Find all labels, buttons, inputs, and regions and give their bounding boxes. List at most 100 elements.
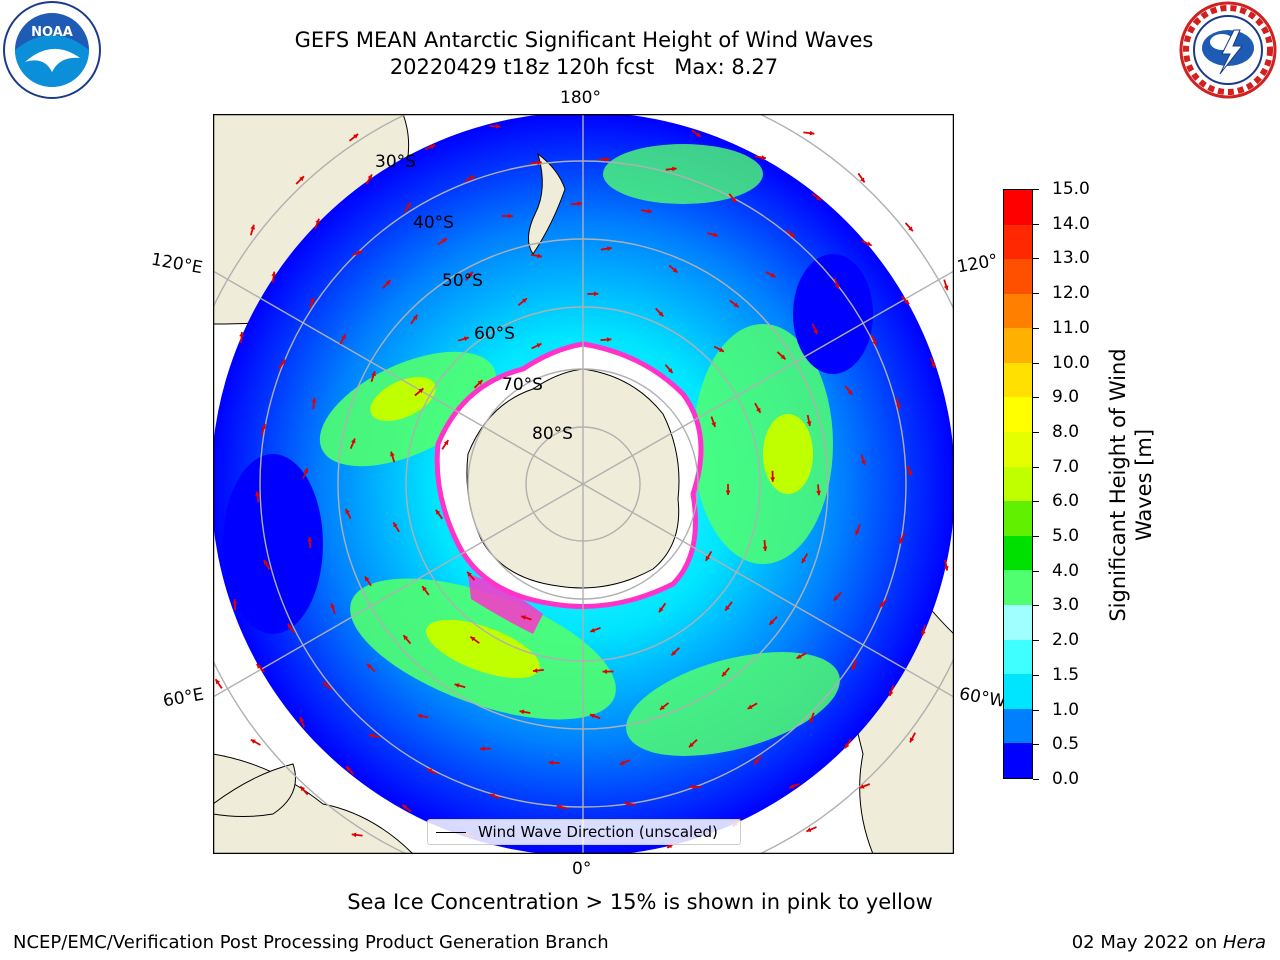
- wind-wave-arrow-head: [303, 468, 308, 474]
- colorbar-tick-label: 1.0: [1052, 699, 1080, 720]
- wind-wave-arrow-head: [261, 424, 267, 429]
- wind-wave-arrow-head: [762, 546, 768, 552]
- wind-wave-arrow-head: [346, 766, 351, 772]
- wind-wave-arrow-head: [847, 389, 853, 395]
- wind-wave-arrow-head: [430, 144, 436, 149]
- wind-wave-arrow-head: [250, 224, 255, 230]
- wind-wave-arrow-head: [872, 340, 877, 346]
- wind-wave-arrow-head: [921, 630, 926, 636]
- wind-wave-arrow-head: [809, 130, 815, 136]
- colorbar-tick: [1033, 570, 1039, 572]
- wind-wave-arrow-head: [769, 619, 775, 625]
- sea-ice-note: Sea Ice Concentration > 15% is shown in …: [347, 890, 933, 914]
- wind-wave-arrow-head: [733, 302, 739, 308]
- wind-wave-arrow-head: [899, 538, 904, 544]
- wind-wave-arrow-head: [232, 599, 238, 604]
- wind-wave-arrow-head: [590, 628, 596, 633]
- colorbar-segment: [1004, 224, 1032, 260]
- colorbar-tick-label: 3.0: [1052, 595, 1080, 616]
- wind-wave-arrow-head: [309, 297, 315, 303]
- colorbar: [1003, 189, 1033, 779]
- colorbar-tick: [1033, 362, 1039, 364]
- colorbar-tick: [1033, 431, 1039, 433]
- wind-wave-arrow-head: [879, 602, 885, 608]
- wind-wave-arrow-head: [393, 522, 398, 528]
- wind-wave-arrow-head: [602, 669, 608, 674]
- graticule: [213, 114, 954, 854]
- footer-machine: Hera: [1222, 932, 1266, 953]
- wind-wave-arrow-head: [605, 156, 610, 162]
- wind-wave-arrow-head: [345, 508, 350, 514]
- wind-wave-arrow-head: [796, 654, 802, 659]
- colorbar-tick: [1033, 640, 1039, 642]
- wind-wave-arrow-head: [725, 605, 730, 611]
- wind-wave-arrow-head: [904, 299, 910, 305]
- colorbar-segment: [1004, 189, 1032, 225]
- colorbar-segment: [1004, 639, 1032, 675]
- wind-wave-arrow-head: [368, 733, 374, 739]
- wind-wave-arrow-head: [357, 250, 363, 255]
- colorbar-tick-label: 5.0: [1052, 526, 1080, 547]
- wind-wave-arrow-head: [593, 291, 599, 297]
- wind-wave-arrow-head: [470, 636, 476, 642]
- colorbar-tick: [1033, 605, 1039, 607]
- colorbar-tick: [1033, 779, 1039, 780]
- new-zealand-land: [528, 152, 566, 255]
- wind-wave-arrow-head: [490, 793, 495, 798]
- wind-wave-arrow-head: [454, 683, 460, 688]
- colorbar-tick-label: 6.0: [1052, 491, 1080, 512]
- colorbar-segment: [1004, 397, 1032, 433]
- lat-label-70s: 70°S: [502, 375, 543, 395]
- map-panel: 180° 0° 120°E 60°E 120° 60°W 30°S 40°S 5…: [150, 88, 1008, 879]
- polar-map: [213, 114, 954, 854]
- wind-wave-arrow-head: [537, 253, 542, 259]
- lat-label-50s: 50°S: [442, 271, 483, 291]
- wind-wave-arrow-head: [589, 713, 595, 719]
- wind-wave-arrow-head: [851, 665, 857, 671]
- footer-date: 02 May 2022 on Hera: [1072, 932, 1266, 953]
- legend-label: Wind Wave Direction (unscaled): [478, 823, 718, 841]
- wind-wave-arrow-head: [403, 635, 408, 641]
- wind-wave-arrow-head: [789, 784, 795, 789]
- wind-wave-arrow-head: [943, 285, 949, 291]
- noaa-logo-text: NOAA: [31, 25, 73, 40]
- colorbar-segment: [1004, 501, 1032, 536]
- lon-label-180: 180°: [560, 88, 601, 108]
- wind-wave-arrow-head: [307, 537, 313, 542]
- wind-wave-arrow-head: [722, 671, 727, 677]
- colorbar-tick: [1033, 223, 1039, 225]
- chart-subtitle: 20220429 t18z 120h fcst Max: 8.27: [389, 55, 779, 79]
- colorbar-tick: [1033, 709, 1039, 711]
- wind-wave-arrow-head: [239, 332, 244, 337]
- wind-wave-arrow-head: [845, 743, 850, 749]
- wind-wave-arrow-head: [271, 271, 277, 277]
- colorbar-segment: [1004, 293, 1032, 329]
- colorbar-tick-label: 15.0: [1052, 179, 1090, 199]
- wind-wave-arrow-head: [672, 166, 677, 172]
- wind-wave-arrow-head: [888, 691, 894, 696]
- wind-wave-arrow-head: [667, 368, 673, 373]
- wind-wave-arrow-head: [468, 271, 473, 277]
- colorbar-segment: [1004, 605, 1032, 640]
- wind-wave-arrow-head: [548, 760, 554, 766]
- colorbar-tick-label: 1.5: [1052, 664, 1080, 685]
- colorbar-tick-label: 14.0: [1052, 213, 1090, 234]
- colorbar-segment: [1004, 743, 1032, 778]
- wind-wave-arrow-head: [537, 160, 542, 166]
- map-legend: Wind Wave Direction (unscaled): [427, 819, 741, 845]
- wind-wave-arrow-head: [667, 843, 673, 848]
- lat-label-60s: 60°S: [474, 324, 515, 344]
- nws-logo: [1179, 1, 1277, 99]
- colorbar-tick-label: 7.0: [1052, 456, 1080, 477]
- wind-wave-arrow-head: [689, 742, 694, 748]
- footer-branch: NCEP/EMC/Verification Post Processing Pr…: [13, 932, 609, 953]
- footer-date-text: 02 May 2022 on: [1071, 932, 1223, 953]
- wind-wave-arrow-head: [866, 241, 872, 246]
- wind-wave-arrow-head: [323, 682, 328, 687]
- wind-wave-arrow-head: [341, 334, 346, 340]
- wind-wave-arrow-head: [418, 388, 424, 394]
- wind-wave-arrow-head: [315, 218, 320, 224]
- wind-wave-arrow-head: [770, 477, 776, 482]
- wind-wave-arrow-head: [672, 267, 678, 273]
- wind-wave-arrows: [214, 123, 949, 849]
